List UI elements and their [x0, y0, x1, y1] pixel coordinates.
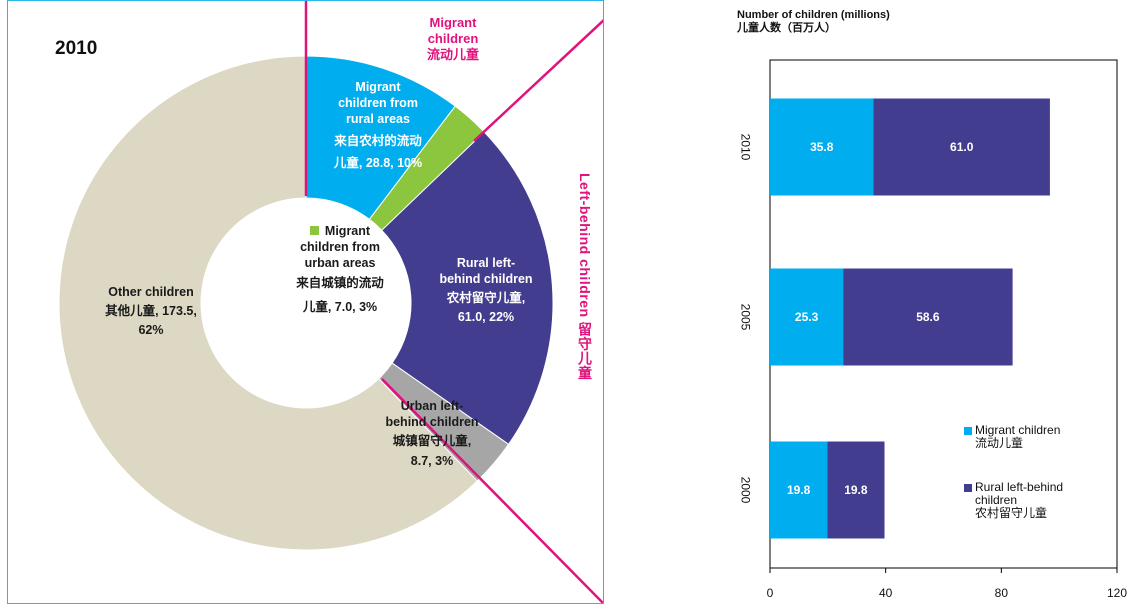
label-line: 其他儿童, 173.5, [105, 304, 197, 318]
bar-value-label: 19.8 [844, 483, 868, 497]
legend-swatch-rural-left-behind [964, 484, 972, 492]
label-line: behind children [385, 415, 479, 429]
label-line: rural areas [346, 112, 410, 126]
bar-chart-panel: Number of children (millions) 儿童人数（百万人） … [620, 0, 1137, 606]
slice-other [58, 55, 478, 551]
label-line: 62% [138, 323, 164, 337]
label-line: 儿童, 28.8, 10% [333, 156, 423, 170]
label-other: Other children 其他儿童, 173.5, 62% [76, 284, 226, 338]
donut-chart-panel: 2010 Migrant children 流动儿童 Left-behind c… [7, 0, 604, 604]
legend-line: Rural left-behind [975, 480, 1064, 494]
bar-chart-title: Number of children (millions) 儿童人数（百万人） [737, 9, 890, 35]
label-line: 城镇留守儿童, [392, 434, 472, 448]
y-tick-label: 2000 [738, 476, 753, 504]
label-line: 来自农村的流动 [334, 134, 422, 148]
legend-line: 流动儿童 [975, 436, 1024, 450]
label-line: 农村留守儿童, [446, 291, 526, 305]
legend-item-migrant: Migrant children 流动儿童 [975, 424, 1060, 450]
legend-swatch-migrant [964, 427, 972, 435]
x-tick-label: 0 [766, 586, 774, 600]
bar-rural-left-behind-2010 [873, 98, 1050, 196]
label-line: behind children [439, 272, 533, 286]
label-line: children from [300, 240, 380, 254]
bar-title-en: Number of children (millions) [737, 9, 890, 21]
label-line: urban areas [304, 256, 376, 270]
label-rural-left-behind: Rural left- behind children 农村留守儿童, 61.0… [426, 255, 546, 325]
label-migrant-urban: Migrant children from urban areas 来自城镇的流… [270, 223, 410, 315]
x-tick-label: 80 [994, 586, 1008, 600]
label-line: 儿童, 7.0, 3% [302, 300, 378, 314]
bar-title-zh: 儿童人数（百万人） [737, 22, 836, 34]
bar-value-label: 35.8 [810, 140, 834, 154]
x-tick-label: 120 [1106, 586, 1128, 600]
bar-value-label: 19.8 [786, 483, 811, 497]
bar-value-label: 58.6 [916, 310, 940, 324]
label-line: Migrant [355, 80, 401, 94]
label-line: children from [338, 96, 418, 110]
migrant-header-line: Migrant [429, 15, 477, 30]
legend-item-rural-left-behind: Rural left-behind children 农村留守儿童 [975, 481, 1063, 520]
bar-migrant-2000 [770, 441, 828, 539]
x-tick-label: 40 [878, 586, 893, 600]
legend-line: children [975, 493, 1018, 507]
y-tick-label: 2010 [738, 133, 753, 161]
label-line: Urban left- [400, 399, 464, 413]
legend-line: Migrant children [975, 423, 1061, 437]
bar-migrant-2010 [770, 98, 874, 196]
label-line: Migrant [270, 223, 410, 239]
divider-line-lower [381, 378, 603, 603]
y-tick-label: 2005 [738, 303, 753, 331]
bar-migrant-2005 [770, 268, 844, 366]
slice-migrant-rural [305, 55, 456, 221]
bar-rural-left-behind-2000 [827, 441, 885, 539]
bar-rural-left-behind-2005 [843, 268, 1013, 366]
migrant-urban-swatch [309, 226, 319, 235]
label-urban-left-behind: Urban left- behind children 城镇留守儿童, 8.7,… [372, 398, 492, 469]
label-text: Migrant [324, 224, 371, 238]
donut-year-label: 2010 [55, 38, 98, 59]
leftbehind-group-header: Left-behind children 留守儿童 [577, 173, 593, 380]
label-line: Rural left- [456, 256, 516, 270]
bar-value-label: 61.0 [950, 140, 974, 154]
label-line: 来自城镇的流动 [296, 276, 384, 290]
migrant-header-line: 流动儿童 [426, 47, 479, 62]
donut-chart [58, 1, 603, 603]
bar-chart [769, 59, 1118, 573]
divider-line-upper [473, 19, 603, 142]
label-migrant-rural: Migrant children from rural areas 来自农村的流… [308, 79, 448, 171]
label-line: 61.0, 22% [457, 310, 515, 324]
migrant-group-header: Migrant children 流动儿童 [393, 15, 513, 63]
label-line: Other children [108, 285, 194, 299]
migrant-header-line: children [427, 31, 479, 46]
slice-rural-left-behind [381, 131, 554, 446]
legend-line: 农村留守儿童 [975, 506, 1048, 520]
bar-value-label: 25.3 [794, 310, 819, 324]
label-line: 8.7, 3% [410, 454, 454, 468]
